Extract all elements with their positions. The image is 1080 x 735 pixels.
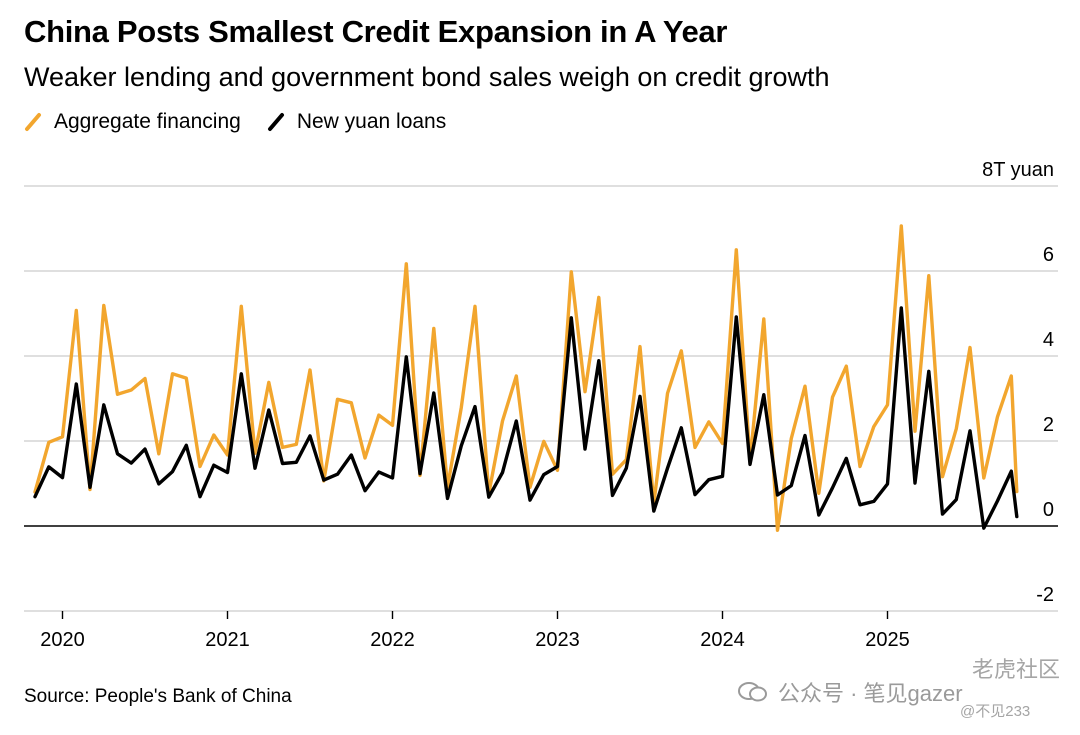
x-tick-label: 2025: [865, 629, 910, 651]
wechat-icon: [738, 682, 767, 702]
watermark-channel-text: 公众号 · 笔见gazer: [778, 681, 963, 706]
legend-swatch-new-yuan-loans: [267, 113, 284, 131]
y-tick-label: 0: [1043, 499, 1054, 521]
legend: Aggregate financing New yuan loans: [24, 110, 472, 134]
y-tick-label: 8T yuan: [982, 159, 1054, 181]
chart-title: China Posts Smallest Credit Expansion in…: [24, 14, 728, 49]
series-line-aggregate-financing: [33, 224, 1019, 532]
legend-label-new-yuan-loans: New yuan loans: [296, 110, 447, 133]
legend-label-aggregate-financing: Aggregate financing: [54, 110, 241, 133]
legend-item-new-yuan-loans: New yuan loans: [267, 110, 446, 134]
watermark-channel: 公众号 · 笔见gazer: [738, 676, 963, 708]
y-tick-label: -2: [1036, 584, 1054, 606]
legend-item-aggregate-financing: Aggregate financing: [24, 110, 241, 134]
y-tick-label: 4: [1043, 329, 1054, 351]
y-tick-label: 2: [1043, 414, 1054, 436]
x-tick-label: 2020: [40, 629, 85, 651]
x-tick-label: 2021: [205, 629, 250, 651]
series-line-new-yuan-loans: [33, 306, 1019, 530]
x-tick-label: 2024: [700, 629, 745, 651]
y-tick-label: 6: [1043, 244, 1054, 266]
source-note: Source: People's Bank of China: [24, 686, 292, 707]
legend-swatch-aggregate-financing: [25, 113, 41, 131]
watermark-site: 老虎社区: [971, 657, 1060, 682]
x-tick-label: 2022: [370, 629, 415, 651]
x-tick-label: 2023: [535, 629, 580, 651]
watermark-handle: @不见233: [960, 703, 1031, 720]
chart-subtitle: Weaker lending and government bond sales…: [24, 62, 830, 92]
